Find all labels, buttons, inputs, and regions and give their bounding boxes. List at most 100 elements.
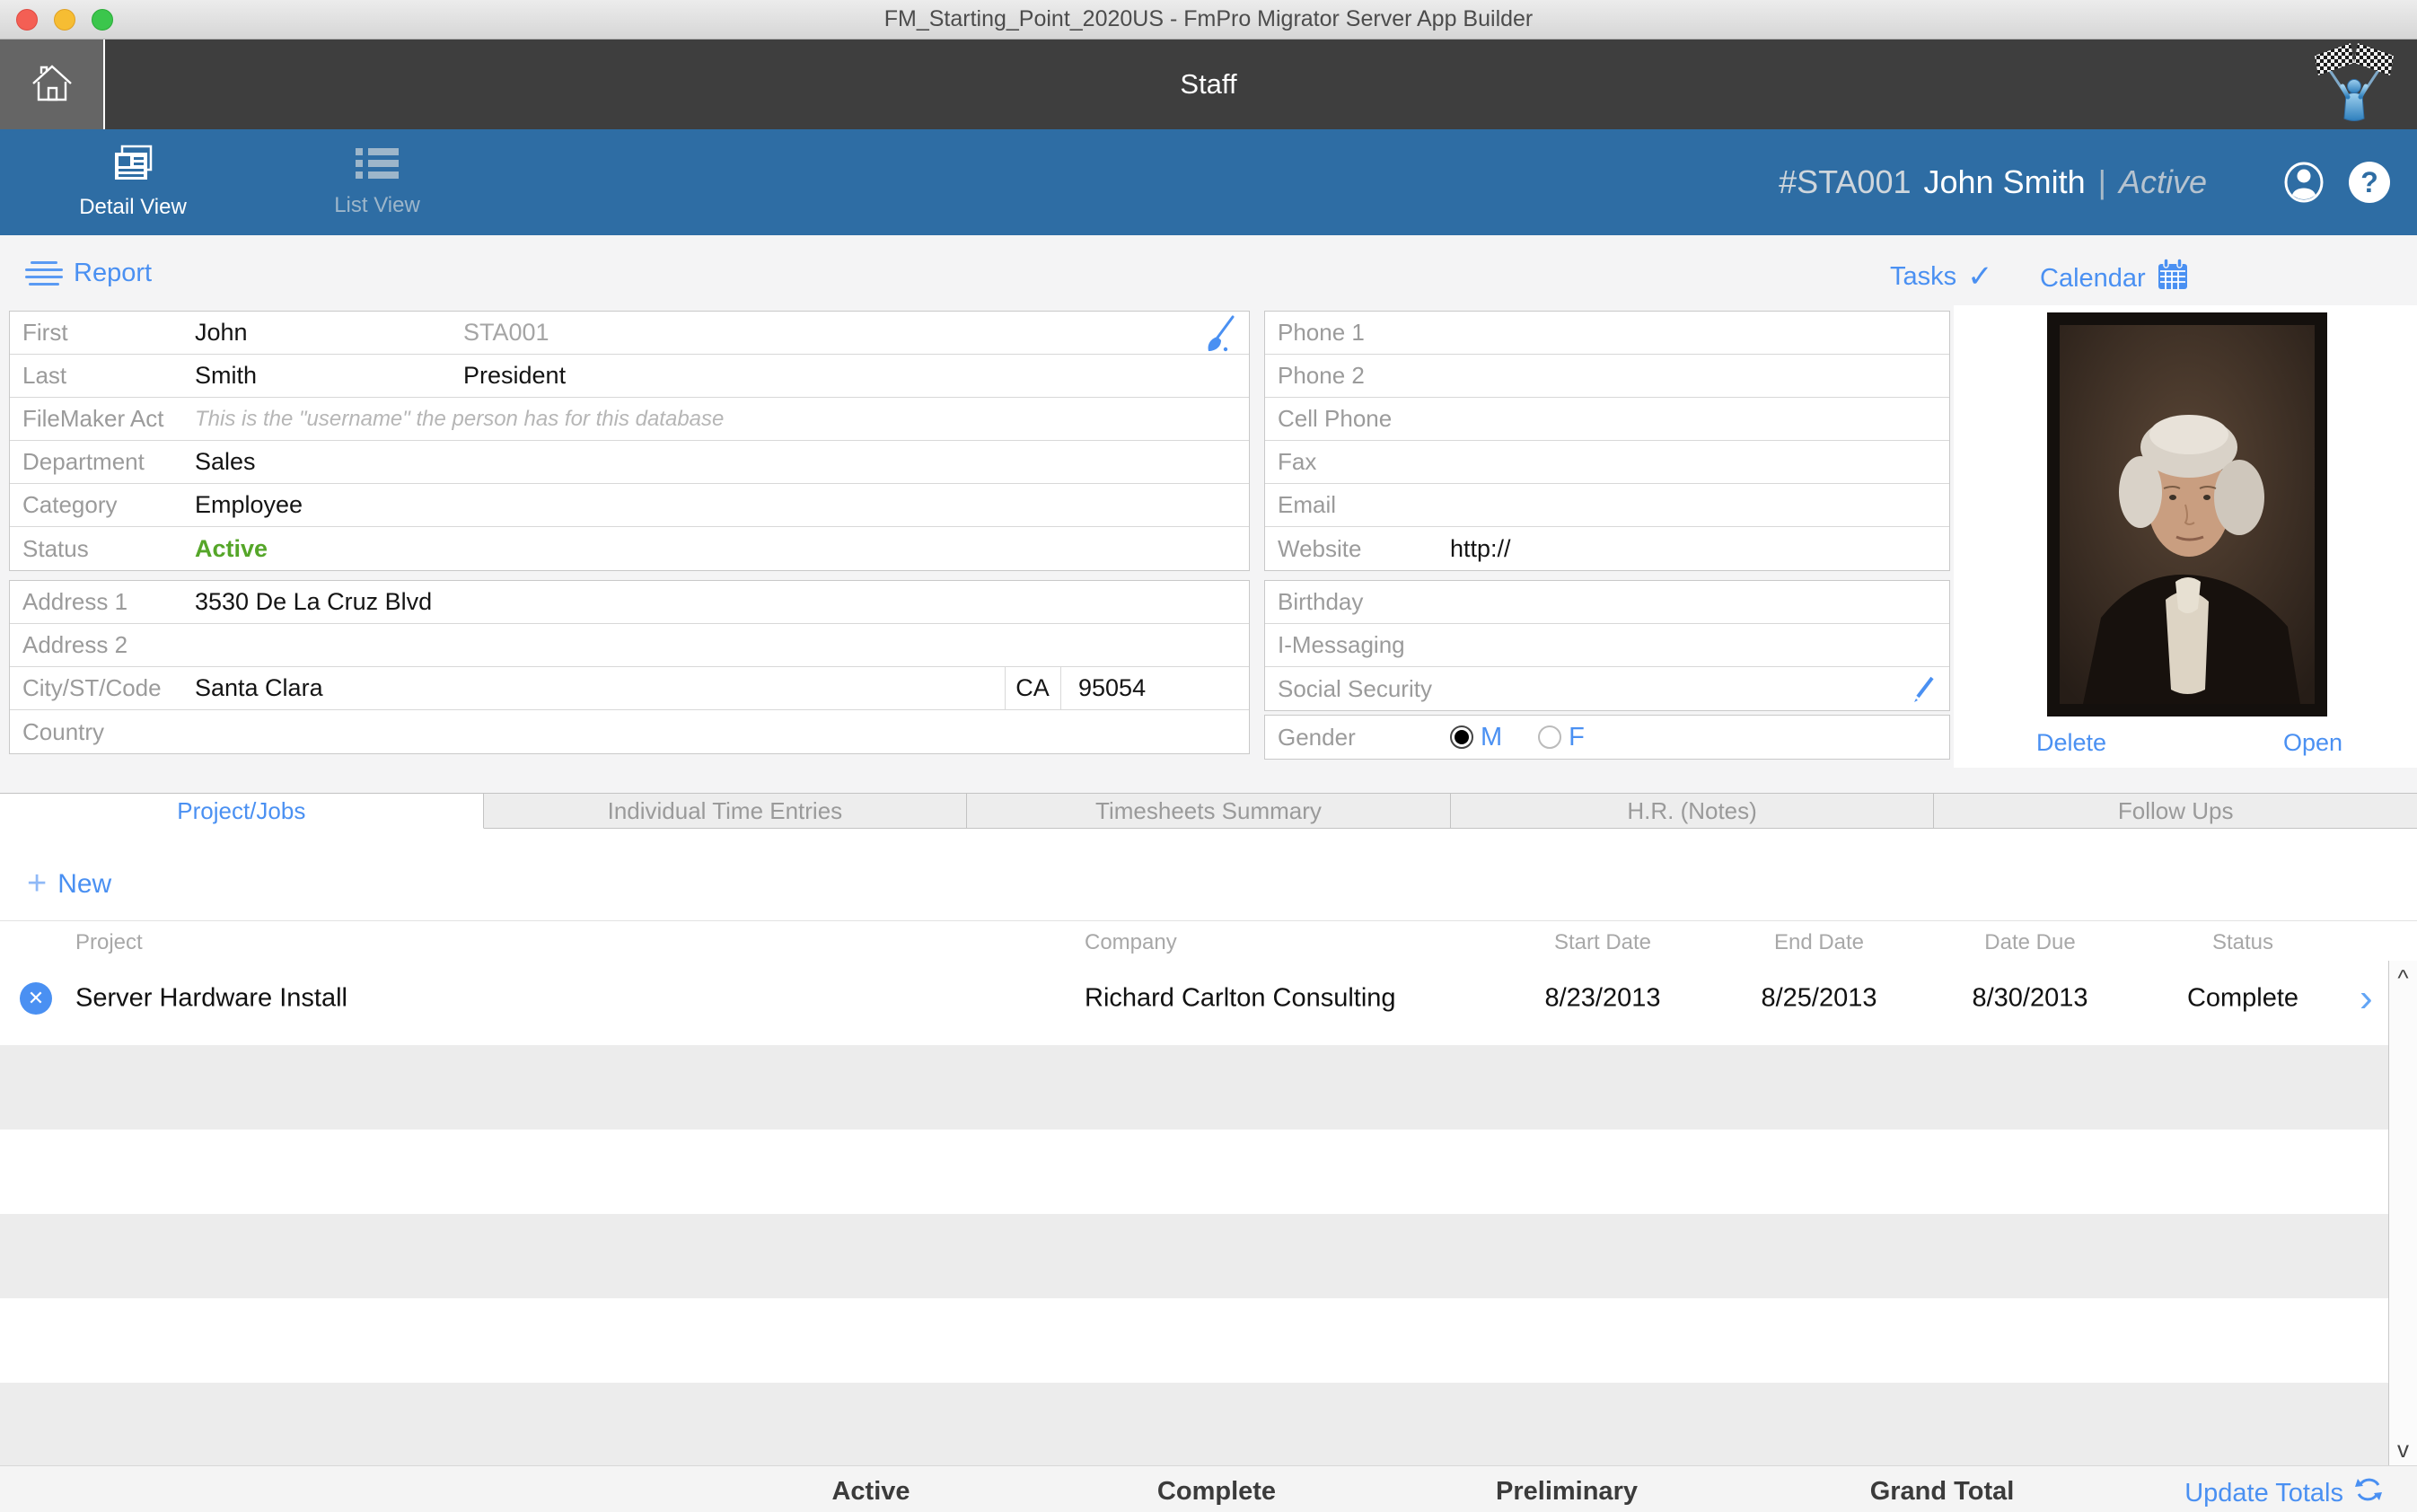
tab-label: Timesheets Summary [1095,796,1322,824]
field-birthday[interactable]: Birthday [1265,581,1949,624]
cell-divider [1005,667,1006,709]
tab-hr-notes[interactable]: H.R. (Notes) [1450,793,1935,829]
delete-row-icon[interactable]: ✕ [20,982,52,1015]
list-view-button[interactable]: List View [278,129,476,235]
check-icon: ✓ [1967,259,1993,294]
detail-view-label: Detail View [79,195,187,219]
field-country[interactable]: Country [10,710,1249,753]
row-end-date: 8/25/2013 [1761,983,1877,1013]
staff-portrait-image[interactable] [2047,312,2327,716]
tab-label: Individual Time Entries [607,796,843,824]
paintbrush-icon[interactable] [1202,315,1236,357]
zip-value[interactable]: 95054 [1078,674,1147,701]
photo-panel: Delete Open [1954,305,2417,768]
tab-follow-ups[interactable]: Follow Ups [1934,793,2417,829]
layout-title: Staff [1180,68,1237,100]
report-icon [25,261,63,286]
minimize-window-button[interactable] [54,9,75,31]
list-view-label: List View [334,193,420,217]
app-header: Staff [0,40,2417,129]
field-first[interactable]: First John STA001 [10,312,1249,355]
field-address1[interactable]: Address 1 3530 De La Cruz Blvd [10,581,1249,624]
field-label: Cell Phone [1278,405,1393,432]
scroll-down-icon[interactable]: v [2397,1436,2409,1463]
field-status[interactable]: Status Active [10,527,1249,570]
field-placeholder: This is the "username" the person has fo… [195,406,725,431]
field-label: Department [22,448,145,475]
calendar-button[interactable]: Calendar [2040,258,2189,298]
column-header-date-due: Date Due [1984,930,2076,954]
gender-male-radio[interactable] [1450,725,1473,749]
new-project-button[interactable]: + New [27,865,111,903]
row-status: Complete [2186,983,2299,1013]
field-phone2[interactable]: Phone 2 [1265,355,1949,398]
detail-view-button[interactable]: Detail View [34,129,232,235]
tasks-label: Tasks [1890,261,1957,291]
tab-label: Project/Jobs [177,796,306,824]
field-website[interactable]: Website http:// [1265,527,1949,570]
row-detail-chevron-icon[interactable]: › [2360,976,2373,1020]
field-fax[interactable]: Fax [1265,441,1949,484]
zoom-window-button[interactable] [92,9,113,31]
help-icon[interactable]: ? [2349,162,2390,203]
detail-view-icon [111,145,154,187]
main-toolbar: Detail View List View #STA001 John Smith… [0,129,2417,235]
field-city-state-zip[interactable]: City/ST/Code Santa Clara CA 95054 [10,667,1249,710]
column-header-project: Project [75,930,143,954]
staff-id-value: STA001 [463,319,549,346]
field-category[interactable]: Category Employee [10,484,1249,527]
tab-individual-time-entries[interactable]: Individual Time Entries [483,793,968,829]
field-label: Phone 2 [1278,362,1365,389]
field-value: John [195,319,248,346]
portal-row-area: ✕ Server Hardware Install Richard Carlto… [0,961,2388,1465]
photo-delete-link[interactable]: Delete [2036,729,2107,756]
portal-scrollbar[interactable]: ^ v [2388,961,2417,1465]
pencil-icon[interactable] [1910,674,1937,708]
record-header: #STA001 John Smith | Active [1779,129,2207,235]
field-address2[interactable]: Address 2 [10,624,1249,667]
field-last[interactable]: Last Smith President [10,355,1249,398]
field-filemaker-account[interactable]: FileMaker Act This is the "username" the… [10,398,1249,441]
portal-column-headers: Project Company Start Date End Date Date… [0,920,2417,961]
table-row[interactable]: ✕ Server Hardware Install Richard Carlto… [0,961,2388,1036]
home-icon [30,62,75,108]
field-social-security[interactable]: Social Security [1265,667,1949,710]
field-cell-phone[interactable]: Cell Phone [1265,398,1949,441]
update-totals-label: Update Totals [2184,1478,2343,1508]
status-value: Active [195,534,268,562]
city-value: Santa Clara [195,674,323,701]
website-value: http:// [1450,534,1511,562]
footer-section-complete: Complete [1156,1477,1277,1506]
tasks-button[interactable]: Tasks ✓ [1890,259,1993,294]
field-imessaging[interactable]: I-Messaging [1265,624,1949,667]
field-label: Birthday [1278,588,1364,615]
calendar-icon [2157,258,2189,298]
field-email[interactable]: Email [1265,484,1949,527]
field-department[interactable]: Department Sales [10,441,1249,484]
update-totals-button[interactable]: Update Totals [2184,1475,2383,1511]
gender-male-label: M [1481,722,1503,752]
field-value: Smith [195,362,258,389]
refresh-icon [2354,1475,2383,1511]
close-window-button[interactable] [16,9,38,31]
field-value: Employee [195,491,303,518]
row-company: Richard Carlton Consulting [1085,983,1396,1013]
scroll-up-icon[interactable]: ^ [2397,964,2409,991]
x-glyph: ✕ [27,987,45,1009]
photo-open-link[interactable]: Open [2283,729,2343,756]
tab-project-jobs[interactable]: Project/Jobs [0,793,484,829]
help-glyph: ? [2360,165,2378,198]
tab-timesheets-summary[interactable]: Timesheets Summary [967,793,1451,829]
column-header-end-date: End Date [1773,930,1865,954]
state-value[interactable]: CA [1015,674,1050,701]
field-label: Phone 1 [1278,319,1365,346]
field-phone1[interactable]: Phone 1 [1265,312,1949,355]
contact-field-group: Phone 1 Phone 2 Cell Phone Fax Email Web… [1264,311,1950,571]
traffic-lights [16,9,113,31]
field-label: Fax [1278,448,1317,475]
footer-section-preliminary: Preliminary [1496,1477,1638,1506]
home-button[interactable] [0,40,105,129]
report-button[interactable]: Report [25,259,152,288]
gender-female-radio[interactable] [1538,725,1562,749]
user-account-icon[interactable] [2283,162,2325,203]
